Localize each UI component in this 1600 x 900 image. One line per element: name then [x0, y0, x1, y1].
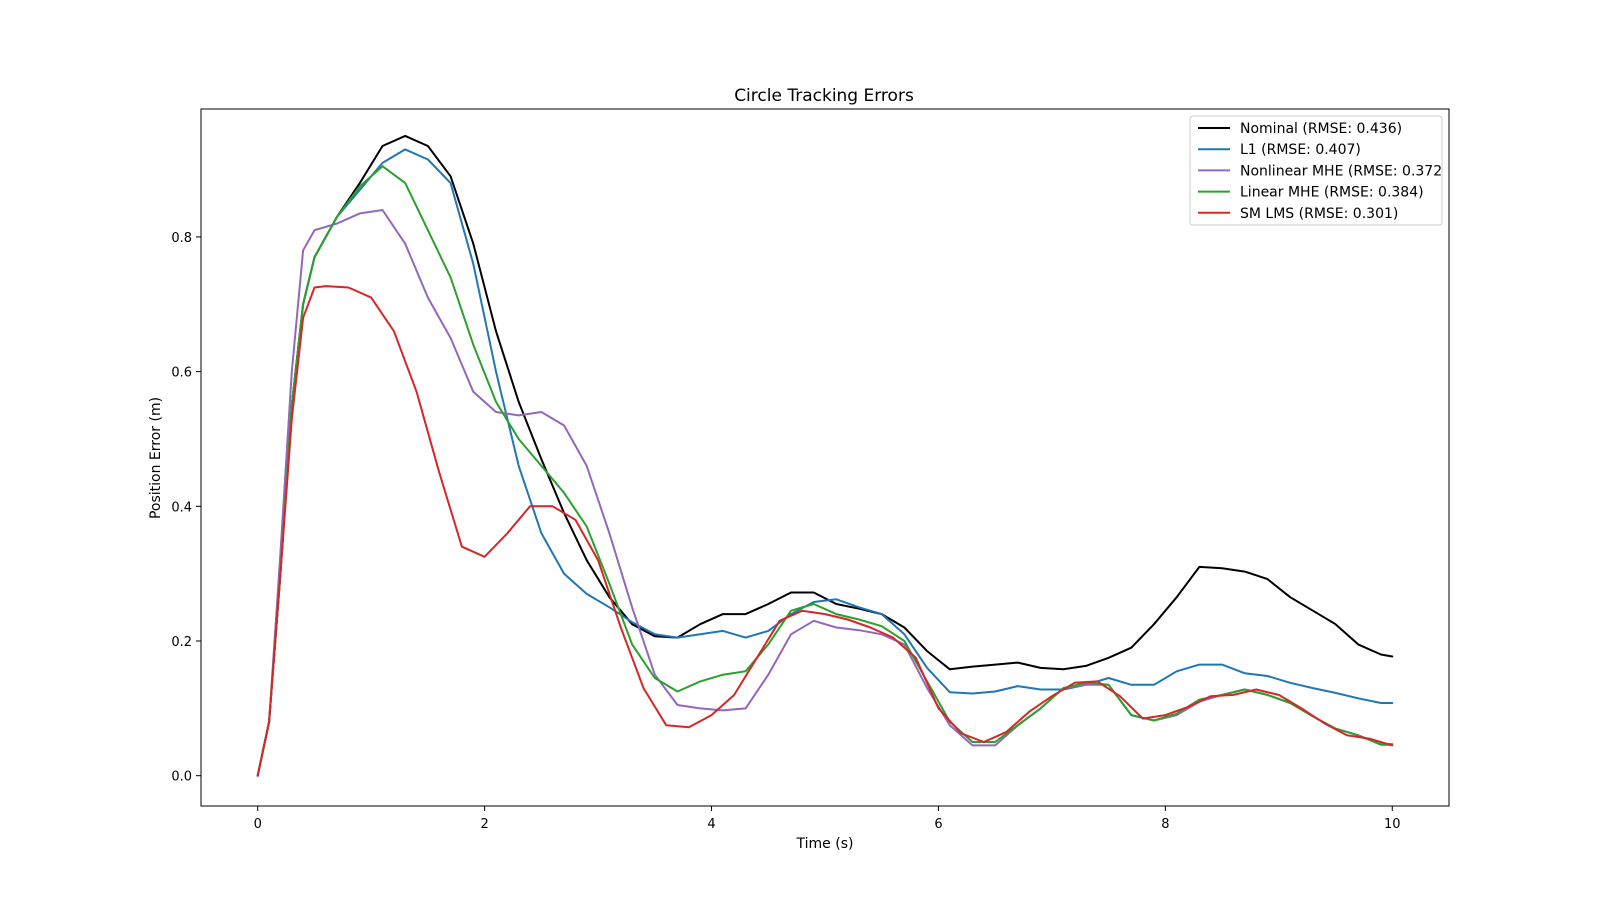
series-line-0: [256, 134, 1394, 777]
y-tick-label: 0.2: [171, 635, 192, 650]
y-axis: 0.0 0.2 0.4 0.6 0.8: [171, 231, 201, 785]
x-tick-label: 6: [934, 817, 942, 832]
x-tick-label: 4: [707, 817, 715, 832]
legend-label-3: Linear MHE (RMSE: 0.384): [1240, 185, 1424, 201]
legend: Nominal (RMSE: 0.436) L1 (RMSE: 0.407) Non…: [1189, 115, 1443, 226]
y-tick-label: 0.8: [171, 231, 192, 246]
legend-label-2: Nonlinear MHE (RMSE: 0.372: [1240, 163, 1442, 179]
x-tick-label: 0: [254, 817, 262, 832]
y-axis-label: Position Error (m): [148, 397, 164, 519]
plot-frame: [200, 108, 1450, 807]
y-tick-label: 0.4: [171, 500, 192, 515]
series-line-3: [256, 165, 1394, 777]
y-tick-label: 0.6: [171, 366, 192, 381]
x-axis: 0 2 4 6 8 10: [254, 806, 1401, 832]
y-tick-label: 0.0: [171, 770, 192, 785]
legend-label-4: SM LMS (RMSE: 0.301): [1240, 206, 1398, 222]
x-axis-label: Time (s): [796, 836, 854, 852]
series-line-4: [256, 285, 1394, 777]
legend-label-0: Nominal (RMSE: 0.436): [1240, 121, 1402, 137]
x-tick-label: 8: [1161, 817, 1169, 832]
chart-title: Circle Tracking Errors: [734, 86, 914, 106]
plot-area: [256, 134, 1394, 777]
series-line-2: [256, 209, 1394, 777]
series-line-1: [256, 148, 1394, 777]
legend-label-1: L1 (RMSE: 0.407): [1240, 142, 1361, 158]
legend-frame: [1189, 115, 1443, 226]
x-tick-label: 10: [1384, 817, 1401, 832]
x-tick-label: 2: [480, 817, 488, 832]
